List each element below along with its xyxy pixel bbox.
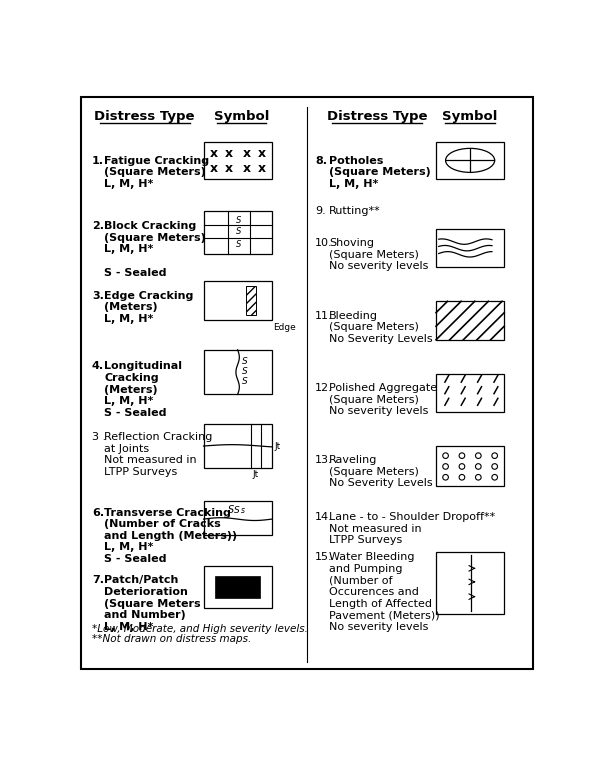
Circle shape: [443, 464, 449, 469]
Text: Reflection Cracking
at Joints
Not measured in
LTPP Surveys: Reflection Cracking at Joints Not measur…: [104, 432, 213, 477]
Circle shape: [476, 453, 481, 458]
Bar: [204, 282, 272, 320]
Text: S: S: [236, 240, 241, 249]
Text: 10.: 10.: [315, 238, 333, 248]
Circle shape: [492, 453, 498, 458]
Text: Rutting**: Rutting**: [329, 206, 381, 216]
Circle shape: [459, 474, 465, 480]
Text: x: x: [210, 162, 218, 175]
Text: S: S: [236, 216, 241, 225]
Text: 9.: 9.: [315, 206, 326, 216]
Text: Edge Cracking
(Meters)
L, M, H*: Edge Cracking (Meters) L, M, H*: [104, 291, 193, 323]
Text: x: x: [210, 147, 218, 160]
Text: 12.: 12.: [315, 383, 333, 393]
Bar: [436, 373, 504, 412]
Circle shape: [476, 474, 481, 480]
Bar: [204, 424, 272, 468]
Text: Polished Aggregate
(Square Meters)
No severity levels: Polished Aggregate (Square Meters) No se…: [329, 383, 437, 416]
Text: 13.: 13.: [315, 455, 333, 465]
Text: 7.: 7.: [92, 575, 104, 585]
Text: S: S: [228, 505, 234, 515]
Bar: [204, 566, 272, 608]
Bar: [436, 446, 504, 486]
Circle shape: [459, 464, 465, 469]
Bar: [204, 502, 272, 535]
Text: S: S: [241, 376, 247, 386]
Text: Bleeding
(Square Meters)
No Severity Levels: Bleeding (Square Meters) No Severity Lev…: [329, 310, 432, 344]
Text: x: x: [258, 162, 265, 175]
Bar: [204, 142, 272, 179]
Text: 2.: 2.: [92, 221, 104, 231]
Text: **Not drawn on distress maps.: **Not drawn on distress maps.: [92, 635, 251, 644]
Text: Raveling
(Square Meters)
No Severity Levels: Raveling (Square Meters) No Severity Lev…: [329, 455, 432, 489]
Text: *Low, Moderate, and High severity levels.: *Low, Moderate, and High severity levels…: [92, 625, 308, 635]
Text: 6.: 6.: [92, 508, 104, 518]
Text: Transverse Cracking
(Number of Cracks
and Length (Meters))
L, M, H*
S - Sealed: Transverse Cracking (Number of Cracks an…: [104, 508, 237, 564]
Bar: [436, 553, 504, 614]
Text: x: x: [258, 147, 265, 160]
Text: 15.: 15.: [315, 553, 333, 562]
Text: Fatigue Cracking
(Square Meters)
L, M, H*: Fatigue Cracking (Square Meters) L, M, H…: [104, 156, 210, 189]
Text: s: s: [240, 506, 244, 515]
Circle shape: [492, 474, 498, 480]
Text: S: S: [241, 367, 247, 376]
Circle shape: [492, 464, 498, 469]
Text: S: S: [241, 357, 247, 367]
Text: S: S: [236, 227, 241, 236]
Text: x: x: [225, 147, 233, 160]
Circle shape: [459, 453, 465, 458]
Circle shape: [443, 453, 449, 458]
Text: Shoving
(Square Meters)
No severity levels: Shoving (Square Meters) No severity leve…: [329, 238, 428, 272]
Bar: [247, 286, 256, 315]
Text: Symbol: Symbol: [214, 109, 269, 123]
Text: 3.: 3.: [92, 291, 104, 301]
Text: Jt: Jt: [274, 442, 280, 451]
Ellipse shape: [446, 148, 495, 172]
Text: 8.: 8.: [315, 156, 327, 165]
Bar: [216, 575, 260, 598]
Text: Longitudinal
Cracking
(Meters)
L, M, H*
S - Sealed: Longitudinal Cracking (Meters) L, M, H* …: [104, 361, 182, 417]
Circle shape: [476, 464, 481, 469]
Text: Jt: Jt: [253, 470, 259, 479]
Text: Water Bleeding
and Pumping
(Number of
Occurences and
Length of Affected
Pavement: Water Bleeding and Pumping (Number of Oc…: [329, 553, 440, 632]
Text: x: x: [243, 162, 250, 175]
Bar: [436, 301, 504, 340]
Bar: [436, 142, 504, 179]
Text: 4.: 4.: [92, 361, 104, 371]
Text: x: x: [243, 147, 250, 160]
Text: S: S: [234, 506, 240, 515]
Text: Distress Type: Distress Type: [327, 109, 427, 123]
Bar: [204, 350, 272, 395]
Text: Symbol: Symbol: [443, 109, 498, 123]
Text: 14.: 14.: [315, 512, 333, 522]
Text: Patch/Patch
Deterioration
(Square Meters
and Number)
L, M, H*: Patch/Patch Deterioration (Square Meters…: [104, 575, 201, 631]
Text: Lane - to - Shoulder Dropoff**
Not measured in
LTPP Surveys: Lane - to - Shoulder Dropoff** Not measu…: [329, 512, 495, 546]
Text: Potholes
(Square Meters)
L, M, H*: Potholes (Square Meters) L, M, H*: [329, 156, 431, 189]
Text: 1.: 1.: [92, 156, 104, 165]
Circle shape: [443, 474, 449, 480]
Text: x: x: [225, 162, 233, 175]
Text: Distress Type: Distress Type: [95, 109, 195, 123]
Bar: [436, 229, 504, 267]
Text: Edge: Edge: [273, 323, 296, 332]
Bar: [204, 211, 272, 254]
Text: Block Cracking
(Square Meters)
L, M, H*

S - Sealed: Block Cracking (Square Meters) L, M, H* …: [104, 221, 206, 278]
Text: 11.: 11.: [315, 310, 333, 320]
Text: 3 .: 3 .: [92, 432, 106, 442]
